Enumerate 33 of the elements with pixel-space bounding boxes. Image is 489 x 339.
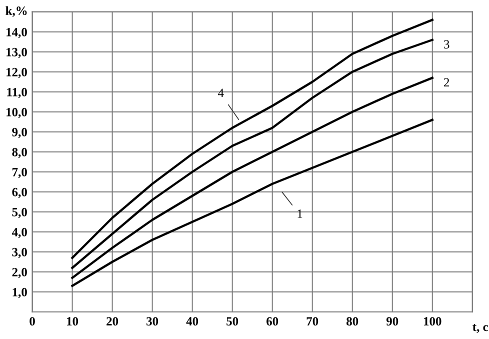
line-series <box>71 118 434 287</box>
x-tick-label: 80 <box>346 317 358 326</box>
y-tick-label: 14,0 <box>6 28 27 38</box>
y-tick-label: 1,0 <box>12 288 27 298</box>
series-label: 2 <box>444 78 450 86</box>
y-axis-title: k,% <box>6 6 27 17</box>
y-tick-label: 8,0 <box>12 148 27 158</box>
x-tick-label: 0 <box>30 317 35 326</box>
series-label: 3 <box>444 40 450 49</box>
x-tick-label: 90 <box>386 317 398 326</box>
y-tick-label: 2,0 <box>12 268 27 278</box>
x-tick-label: 60 <box>266 317 278 326</box>
x-tick-label: 40 <box>186 317 198 326</box>
y-tick-label: 12,0 <box>6 68 27 78</box>
text: 4 <box>218 88 224 97</box>
x-tick-label: 30 <box>146 317 158 326</box>
x-tick-label: 10 <box>67 317 78 326</box>
x-tick-label: 100 <box>424 317 442 326</box>
y-tick-label: 5,0 <box>12 208 27 218</box>
y-tick-label: 9,0 <box>12 128 27 138</box>
y-tick-label: 13,0 <box>6 48 27 58</box>
x-axis-title: t, c <box>472 324 488 333</box>
x-tick-label: 70 <box>306 317 318 326</box>
y-tick-label: 7,0 <box>12 168 27 178</box>
line-series <box>71 76 434 279</box>
y-tick-label: 4,0 <box>12 228 27 238</box>
y-tick-label: 10,0 <box>6 108 27 118</box>
text: 1 <box>298 210 302 218</box>
y-tick-label: 11,0 <box>7 88 27 98</box>
x-tick-label: 20 <box>106 317 118 326</box>
x-tick-label: 50 <box>226 317 238 326</box>
y-tick-label: 3,0 <box>12 248 27 258</box>
y-tick-label: 6,0 <box>12 188 27 198</box>
